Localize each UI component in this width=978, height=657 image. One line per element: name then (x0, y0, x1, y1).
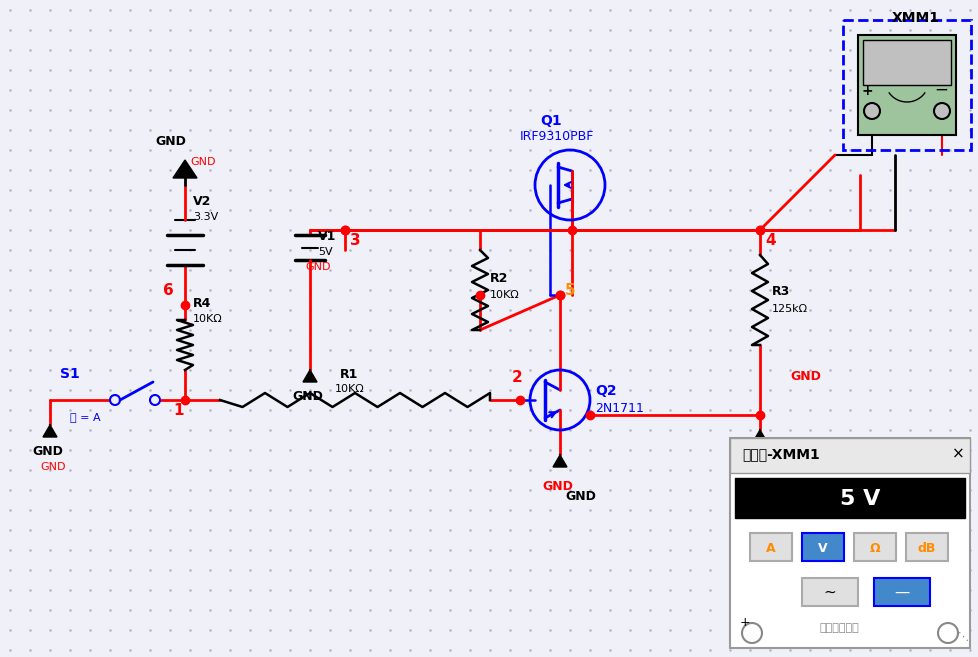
Text: 万用表-XMM1: 万用表-XMM1 (741, 447, 819, 461)
Text: 2: 2 (511, 370, 522, 385)
Polygon shape (302, 370, 317, 382)
Bar (730, 438, 969, 648)
Text: GND: GND (564, 490, 596, 503)
Bar (734, 478, 964, 518)
Circle shape (933, 103, 949, 119)
Text: GND: GND (291, 390, 323, 403)
Text: 10KΩ: 10KΩ (490, 290, 519, 300)
Text: 5 V: 5 V (839, 489, 879, 509)
Text: S1: S1 (60, 367, 79, 381)
Text: GND: GND (305, 262, 331, 272)
Text: Ω: Ω (868, 542, 879, 555)
Text: −: − (933, 81, 947, 99)
Text: R1: R1 (339, 368, 358, 381)
Text: A: A (766, 542, 775, 555)
Bar (842, 20, 970, 150)
Text: XMM1: XMM1 (891, 11, 939, 25)
Text: GND: GND (741, 452, 772, 465)
Text: Q1: Q1 (540, 114, 561, 128)
Text: V1: V1 (318, 230, 336, 243)
Text: +: + (861, 84, 872, 98)
Text: GND: GND (40, 462, 66, 472)
Text: V2: V2 (193, 195, 211, 208)
Polygon shape (43, 425, 57, 437)
Text: 6: 6 (162, 283, 173, 298)
Text: IRF9310PBF: IRF9310PBF (519, 130, 594, 143)
Text: GND: GND (32, 445, 63, 458)
Text: 4: 4 (764, 233, 775, 248)
Text: ×: × (951, 446, 963, 461)
Text: V: V (818, 542, 827, 555)
Text: 2N1711: 2N1711 (595, 402, 644, 415)
Bar (863, 40, 950, 85)
Bar (801, 533, 843, 561)
Text: 3.3V: 3.3V (193, 212, 218, 222)
Text: GND: GND (190, 157, 215, 167)
Text: ⋱: ⋱ (957, 632, 968, 642)
Text: R3: R3 (772, 285, 789, 298)
Text: 键 = A: 键 = A (70, 412, 101, 422)
Text: R4: R4 (193, 297, 211, 310)
Text: GND: GND (542, 480, 572, 493)
Text: +: + (739, 616, 750, 629)
Polygon shape (752, 430, 766, 442)
Bar (853, 533, 895, 561)
Bar (801, 578, 857, 606)
Text: ∼: ∼ (822, 585, 835, 600)
Text: Q2: Q2 (595, 384, 616, 398)
Text: dB: dB (916, 542, 935, 555)
Polygon shape (553, 455, 566, 467)
Circle shape (864, 103, 879, 119)
Text: 3: 3 (350, 233, 360, 248)
Bar (749, 533, 791, 561)
Text: 10KΩ: 10KΩ (334, 384, 365, 394)
Bar (857, 35, 956, 135)
Text: 一果里小师弟: 一果里小师弟 (820, 623, 859, 633)
Text: R2: R2 (490, 272, 508, 285)
Text: GND: GND (155, 135, 186, 148)
Bar (905, 533, 947, 561)
Text: GND: GND (789, 370, 820, 383)
Text: 1: 1 (173, 403, 183, 418)
Text: 125kΩ: 125kΩ (772, 304, 807, 314)
Text: 10KΩ: 10KΩ (193, 314, 223, 324)
Bar (873, 578, 929, 606)
Bar (730, 438, 969, 473)
Text: 5: 5 (564, 283, 575, 298)
Polygon shape (173, 160, 197, 178)
Text: 5V: 5V (318, 247, 333, 257)
Text: —: — (894, 585, 909, 600)
